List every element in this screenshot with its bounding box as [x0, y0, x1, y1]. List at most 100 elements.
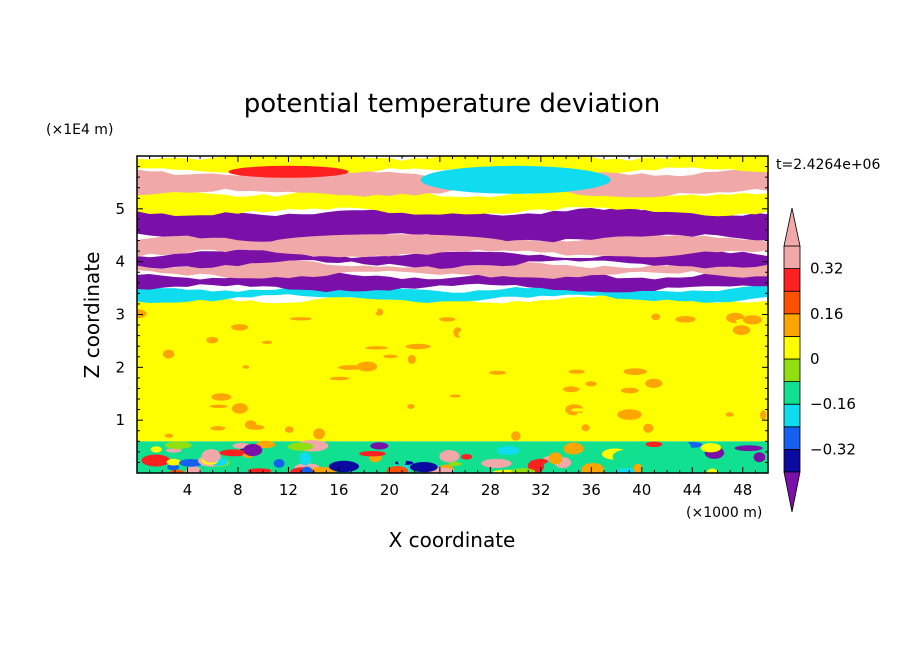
field-blob: [753, 452, 766, 463]
field-blob: [274, 315, 294, 320]
field-blob: [289, 317, 312, 321]
y-tick-label: 2: [115, 358, 125, 376]
field-blob: [680, 442, 691, 454]
field-blob: [725, 412, 734, 417]
field-blob: [548, 452, 563, 465]
field-blob: [571, 325, 593, 329]
field-blob: [198, 315, 212, 324]
field-blob: [187, 451, 200, 457]
y-tick-label: 3: [115, 306, 125, 324]
field-blob: [210, 426, 226, 431]
field-blob: [732, 325, 751, 335]
field-blob: [651, 313, 661, 321]
field-blob: [718, 414, 743, 425]
field-blob: [211, 393, 232, 401]
field-blob: [329, 376, 350, 381]
field-blob: [231, 403, 248, 414]
field-blob: [576, 412, 583, 420]
x-tick-label: 12: [279, 481, 298, 499]
field-blob: [370, 442, 389, 450]
field-blob: [654, 427, 668, 434]
field-blob: [487, 324, 502, 330]
field-blob: [382, 377, 406, 382]
field-blob: [206, 337, 219, 344]
field-blob: [388, 345, 407, 356]
field-blob: [405, 343, 431, 350]
field-blob: [386, 466, 409, 473]
colorbar-extend-max: [783, 207, 801, 247]
x-tick-label: 8: [233, 481, 243, 499]
colorbar-extend-min: [783, 471, 801, 513]
field-blob: [137, 325, 154, 334]
field-band: [137, 206, 768, 243]
field-blob: [231, 324, 249, 331]
colorbar-swatch: [783, 426, 801, 450]
field-blob: [752, 395, 768, 401]
y-axis-label: Z coordinate: [80, 252, 104, 379]
field-blob: [563, 442, 584, 455]
field-blob: [150, 446, 162, 453]
field-blob: [645, 378, 663, 388]
colorbar-label: −0.32: [810, 440, 856, 458]
x-tick-label: 44: [683, 481, 702, 499]
field-blob: [511, 431, 521, 441]
x-tick-label: 20: [380, 481, 399, 499]
field-blob: [287, 442, 314, 451]
field-blob: [703, 338, 725, 344]
contour-field: [137, 156, 768, 473]
field-blob: [242, 365, 250, 369]
x-tick-label: 48: [733, 481, 752, 499]
field-blob: [165, 448, 182, 453]
x-tick-label: 28: [481, 481, 500, 499]
field-blob: [460, 454, 473, 460]
field-blob: [369, 394, 392, 403]
field-blob: [617, 409, 642, 420]
field-blob: [458, 329, 475, 339]
field-blob: [742, 315, 763, 325]
field-blob: [359, 451, 386, 457]
colorbar-swatch: [783, 358, 801, 383]
colorbar-swatch: [783, 245, 801, 270]
field-blob: [407, 354, 416, 364]
field-blob: [166, 458, 181, 466]
field-blob: [439, 317, 456, 322]
field-blob: [407, 404, 415, 409]
field-blob: [568, 369, 585, 374]
x-unit-label: (×1000 m): [686, 505, 762, 521]
x-axis-label: X coordinate: [389, 528, 516, 552]
field-blob: [393, 364, 417, 375]
field-blob: [162, 349, 175, 359]
field-blob: [611, 394, 625, 401]
field-blob: [620, 387, 639, 394]
field-band: [137, 249, 768, 269]
field-blob: [675, 316, 696, 323]
field-blob: [581, 424, 590, 432]
field-blob: [727, 380, 739, 388]
field-blob: [383, 354, 398, 359]
field-blob: [137, 309, 147, 319]
field-blob: [209, 404, 228, 408]
colorbar-swatch: [783, 268, 801, 292]
y-axis-ticks: 1 2 3 4 5: [115, 166, 768, 463]
field-blob: [364, 424, 389, 433]
y-tick-label: 5: [115, 200, 125, 218]
field-blob: [365, 346, 388, 350]
colorbar-label: 0.16: [810, 305, 843, 323]
field-blob: [645, 441, 663, 448]
field-blob: [255, 440, 276, 449]
field-blob: [706, 468, 718, 473]
field-blob: [356, 361, 378, 372]
x-tick-label: 36: [582, 481, 601, 499]
field-blob: [167, 464, 180, 471]
y-tick-label: 4: [115, 253, 125, 271]
field-blob: [570, 408, 587, 412]
field-blob: [709, 429, 723, 435]
chart-title: potential temperature deviation: [244, 89, 660, 119]
colorbar-swatch: [783, 290, 801, 315]
field-blob: [489, 370, 506, 375]
field-blob: [231, 427, 256, 437]
field-blob: [562, 386, 580, 393]
x-tick-label: 32: [531, 481, 550, 499]
field-blob: [481, 458, 512, 468]
field-blob: [313, 428, 325, 440]
